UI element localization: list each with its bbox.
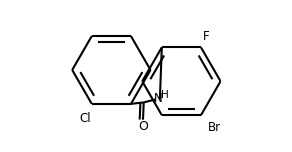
Text: O: O (138, 120, 148, 133)
Text: N: N (154, 92, 162, 105)
Text: Br: Br (208, 121, 221, 134)
Text: Cl: Cl (79, 112, 91, 125)
Text: F: F (203, 30, 210, 43)
Text: H: H (161, 90, 169, 100)
